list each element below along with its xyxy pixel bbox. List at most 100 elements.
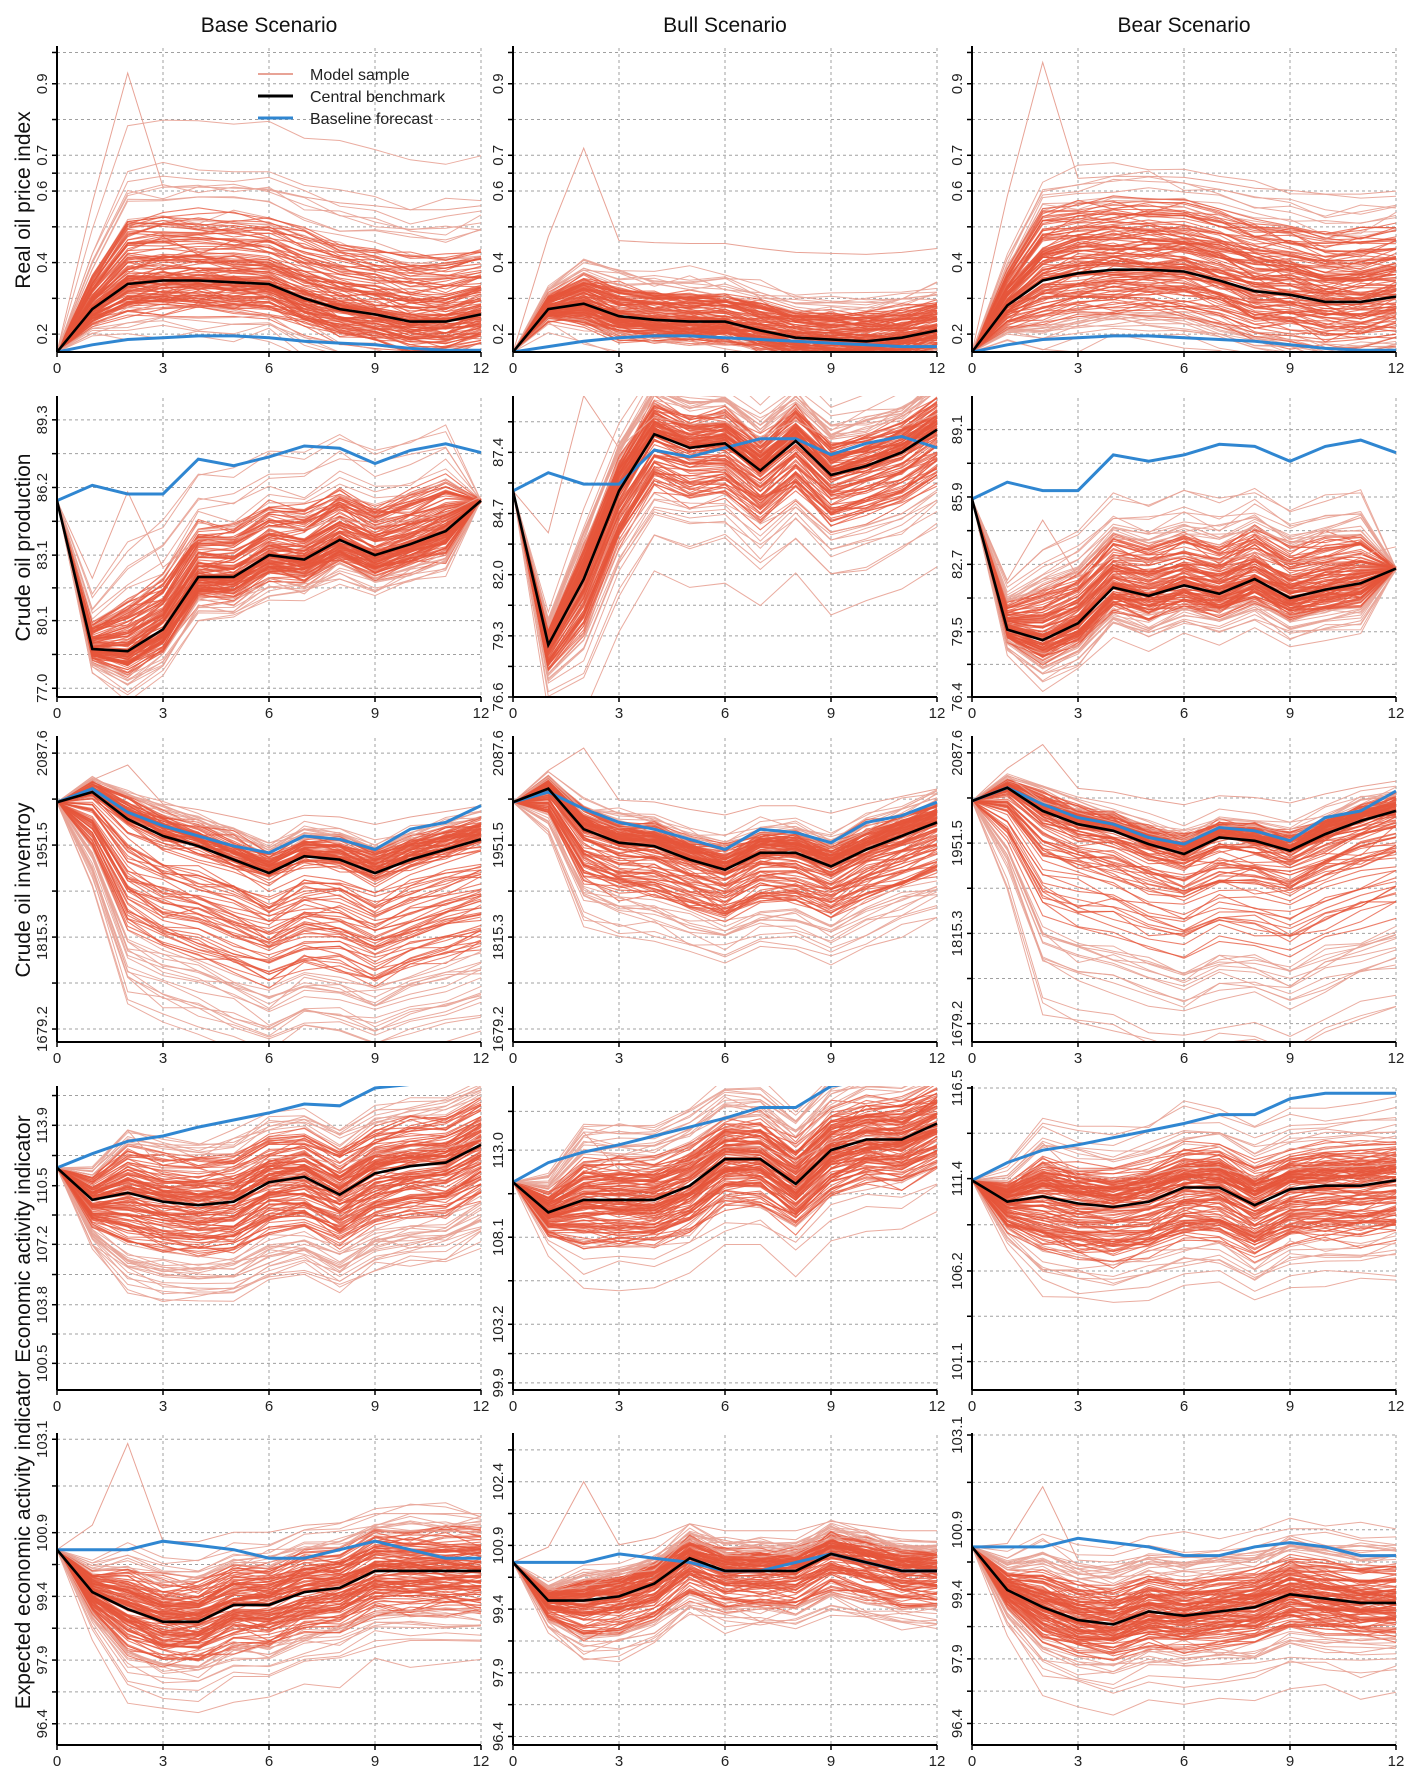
model-sample-line xyxy=(57,267,482,352)
model-sample-line xyxy=(972,800,1397,896)
model-sample-line xyxy=(513,1562,938,1637)
y-tick-label: 103.1 xyxy=(34,1420,51,1458)
model-sample-line xyxy=(972,195,1397,352)
y-tick-label: 0.9 xyxy=(34,73,51,94)
model-sample-line xyxy=(972,1162,1397,1194)
model-sample-line xyxy=(972,1546,1397,1667)
model-sample-line xyxy=(57,801,482,1007)
model-sample-lines xyxy=(57,1442,482,1714)
model-sample-outlier-line xyxy=(513,1127,938,1183)
model-sample-line xyxy=(513,801,938,912)
y-tick-label: 1815.3 xyxy=(34,914,51,960)
model-sample-line xyxy=(513,444,938,657)
model-sample-line xyxy=(57,1167,482,1243)
x-tick-label: 9 xyxy=(1286,1398,1294,1415)
model-sample-line xyxy=(57,468,482,620)
model-sample-line xyxy=(513,282,938,352)
model-sample-line xyxy=(972,1179,1397,1230)
model-sample-line xyxy=(513,1152,938,1226)
model-sample-line xyxy=(57,801,482,950)
model-sample-line xyxy=(57,1528,482,1589)
model-sample-line xyxy=(57,801,482,932)
model-sample-line xyxy=(972,794,1397,869)
model-sample-line xyxy=(57,1167,482,1295)
model-sample-line xyxy=(57,1549,482,1635)
model-sample-line xyxy=(513,801,938,909)
model-sample-line xyxy=(513,1167,938,1249)
x-tick-label: 6 xyxy=(1180,360,1188,377)
model-sample-line xyxy=(57,240,482,352)
model-sample-line xyxy=(57,779,482,848)
model-sample-line xyxy=(513,1562,938,1635)
x-tick-label: 6 xyxy=(721,1398,729,1415)
model-sample-line xyxy=(972,1546,1397,1639)
model-sample-line xyxy=(972,267,1397,352)
x-tick-label: 6 xyxy=(1180,1398,1188,1415)
y-tick-label: 84.7 xyxy=(490,499,507,528)
model-sample-line xyxy=(57,287,482,352)
central-benchmark-line xyxy=(57,499,482,653)
model-sample-line xyxy=(972,289,1397,352)
model-sample-line xyxy=(972,229,1397,352)
x-tick-label: 6 xyxy=(1180,705,1188,722)
model-sample-line xyxy=(972,800,1397,976)
x-tick-label: 0 xyxy=(509,1753,517,1770)
model-sample-line xyxy=(57,1549,482,1666)
model-sample-line xyxy=(972,1180,1397,1286)
model-sample-line xyxy=(972,498,1397,645)
model-sample-line xyxy=(513,267,938,352)
model-sample-line xyxy=(57,1549,482,1616)
y-tick-label: 99.4 xyxy=(34,1582,51,1611)
y-tick-label: 103.8 xyxy=(34,1286,51,1324)
model-sample-line xyxy=(57,801,482,1005)
model-sample-line xyxy=(972,1546,1397,1600)
model-sample-line xyxy=(57,801,482,955)
model-sample-line xyxy=(972,498,1397,596)
legend-label: Central benchmark xyxy=(310,89,446,106)
model-sample-line xyxy=(513,269,938,352)
model-sample-line xyxy=(972,1546,1397,1575)
model-sample-line xyxy=(513,801,938,966)
model-sample-line xyxy=(513,1181,938,1260)
model-sample-line xyxy=(972,271,1397,352)
x-tick-label: 0 xyxy=(968,1050,976,1067)
legend-label: Baseline forecast xyxy=(310,111,433,128)
y-tick-label: 0.7 xyxy=(490,145,507,166)
model-sample-line xyxy=(513,490,938,677)
model-sample-line xyxy=(513,1544,938,1595)
model-sample-line xyxy=(972,230,1397,352)
model-sample-line xyxy=(972,798,1397,869)
model-sample-line xyxy=(513,446,938,656)
y-tick-label: 2087.6 xyxy=(34,730,51,776)
model-sample-line xyxy=(972,1180,1397,1252)
model-sample-line xyxy=(513,1525,938,1590)
column-title: Bull Scenario xyxy=(663,14,787,37)
y-tick-label: 97.9 xyxy=(34,1645,51,1674)
model-sample-line xyxy=(972,1546,1397,1661)
model-sample-line xyxy=(513,801,938,951)
model-sample-line xyxy=(57,499,482,662)
x-tick-label: 9 xyxy=(827,1753,835,1770)
model-sample-line xyxy=(513,438,938,650)
model-sample-line xyxy=(972,1148,1397,1185)
model-sample-line xyxy=(972,221,1397,352)
model-sample-line xyxy=(513,1092,938,1205)
model-sample-line xyxy=(513,272,938,352)
model-sample-line xyxy=(513,1562,938,1614)
model-sample-line xyxy=(57,500,482,681)
model-sample-line xyxy=(972,1179,1397,1236)
y-tick-label: 0.7 xyxy=(34,145,51,166)
model-sample-lines xyxy=(57,424,482,697)
model-sample-line xyxy=(57,252,482,352)
panel-2-0: 0 3 6 9 12 1679.2 1815.3 1951.5 2087.6 Crude oil … xyxy=(12,730,489,1067)
model-sample-line xyxy=(513,1562,938,1617)
model-sample-line xyxy=(513,312,938,352)
model-sample-line xyxy=(513,490,938,697)
model-sample-line xyxy=(57,485,482,626)
x-tick-label: 3 xyxy=(159,1398,167,1415)
model-sample-line xyxy=(57,801,482,977)
model-sample-lines xyxy=(513,1480,938,1663)
model-sample-line xyxy=(972,498,1397,665)
model-sample-outlier-line xyxy=(57,1129,482,1173)
